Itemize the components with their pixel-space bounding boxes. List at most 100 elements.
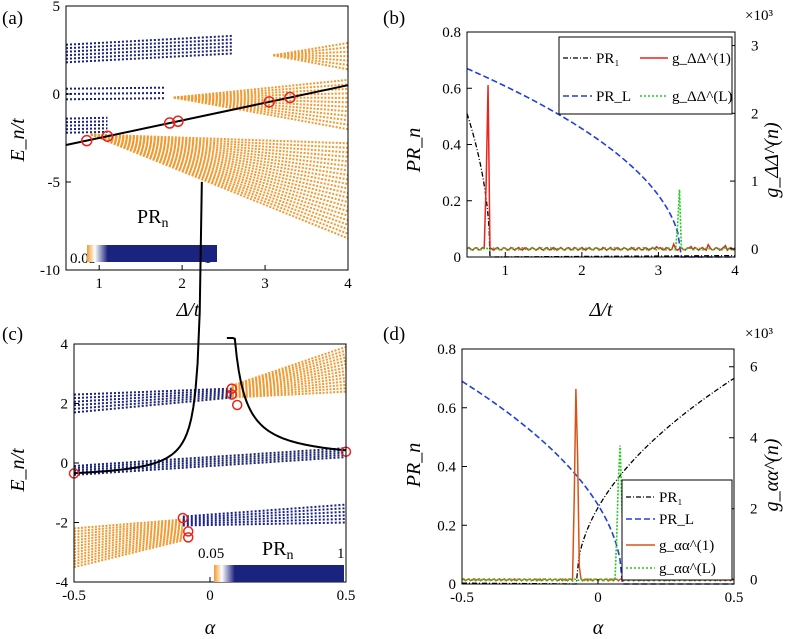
crossing-circle — [226, 383, 238, 394]
extended-band-line — [273, 41, 349, 57]
crossing-circle — [263, 96, 275, 108]
extended-band-line — [73, 532, 183, 557]
extended-band-line — [90, 133, 349, 226]
extended-band-line — [90, 133, 349, 231]
y-right-tick-label: 0 — [750, 573, 758, 589]
localized-band-line — [182, 507, 347, 520]
x-tick-label: 4 — [344, 276, 352, 292]
y-tick-label: 0.4 — [442, 138, 461, 154]
crossing-circle — [80, 134, 93, 147]
extended-band-line — [73, 537, 184, 566]
localized-band-line — [182, 517, 347, 525]
localized-band-line — [73, 456, 347, 476]
extended-band-line — [73, 539, 184, 569]
y-tick-label: 0 — [454, 250, 462, 266]
crossing-circle — [284, 91, 296, 104]
x-tick-label: 1 — [502, 263, 510, 279]
localized-band-line — [65, 130, 108, 134]
extended-band-line — [73, 531, 183, 554]
extended-band-line — [90, 133, 349, 222]
panel-c: (c) -0.5 0 0.5 4 2 0 -2 -4 0.05 1 PRn α E_n/t — [2, 181, 356, 639]
extended-band-line — [90, 133, 349, 199]
localized-band-line — [182, 521, 347, 527]
localized-band-line — [65, 97, 166, 101]
extended-band-line — [231, 387, 347, 398]
extended-band-line — [73, 526, 183, 545]
legend-d-prl: PR_L — [659, 512, 694, 528]
panel-c-xlabel: α — [205, 617, 216, 639]
crossing-circle — [182, 526, 194, 537]
y-tick-label: 0.4 — [437, 460, 456, 476]
x-tick-label: 0.5 — [337, 588, 356, 604]
localized-band-line — [182, 510, 347, 522]
x-tick-label: 2 — [578, 263, 586, 279]
y-tick-label: 0.8 — [437, 342, 456, 358]
extended-band-line — [73, 523, 183, 539]
series-pr-l — [461, 380, 734, 585]
y-tick-label: 0.2 — [442, 194, 461, 210]
y-right-tick-label: 6 — [750, 360, 758, 376]
legend-d-pr1: PR₁ — [659, 490, 683, 506]
panel-a-ticks: 1 2 3 4 5 0 -5 -10 — [40, 0, 352, 292]
y-right-tick-label: 2 — [750, 502, 758, 518]
panel-d-ylabel-left: PR_n — [403, 443, 425, 488]
extended-band-line — [90, 133, 349, 208]
panel-b-legend-box — [558, 36, 733, 115]
panel-b-xlabel: Δ/t — [589, 299, 613, 321]
legend-prl: PR_L — [596, 89, 631, 105]
localized-band-line — [73, 392, 232, 407]
localized-band-line — [182, 503, 347, 518]
extended-band-line — [73, 524, 183, 542]
extended-band-line — [231, 356, 347, 390]
panel-b-label: (b) — [383, 8, 405, 29]
extended-band-line — [73, 536, 184, 563]
panel-c-colorbar-min: 0.05 — [198, 546, 224, 562]
localized-band-line — [73, 391, 232, 403]
extended-band-line — [231, 383, 347, 397]
legend-d-g1: g_αα^(1) — [659, 538, 714, 554]
extended-band-line — [90, 133, 349, 217]
series-pr-1 — [461, 377, 735, 585]
y-tick-label: -10 — [40, 263, 60, 279]
y-tick-label: 0 — [61, 456, 69, 472]
series-g-l — [466, 189, 736, 251]
localized-band-line — [73, 394, 232, 410]
panel-a-crossing-circles — [80, 91, 296, 147]
extended-band-line — [231, 373, 347, 394]
series-pr-l — [466, 67, 735, 258]
extended-band-line — [73, 534, 184, 560]
localized-band-line — [65, 120, 108, 124]
x-tick-label: 0 — [594, 590, 602, 606]
panel-c-ylabel: E_n/t — [7, 448, 29, 493]
extended-band-line — [73, 521, 183, 536]
x-tick-label: 3 — [655, 263, 663, 279]
y-right-tick-label: 0 — [751, 242, 759, 258]
y-right-tick-label: 2 — [751, 106, 759, 122]
panel-a-ylabel: E_n/t — [7, 118, 29, 163]
extended-band-line — [231, 366, 347, 393]
panel-a-colorbar — [87, 245, 217, 262]
panel-b-multiplier: ×10³ — [745, 8, 773, 24]
extended-band-line — [73, 520, 183, 533]
extended-band-line — [90, 133, 349, 204]
panel-d-legend: PR₁ PR_L g_αα^(1) g_αα^(L) — [621, 479, 733, 581]
localized-band-line — [73, 387, 232, 396]
x-tick-label: 4 — [731, 263, 739, 279]
y-right-tick-label: 3 — [751, 39, 759, 55]
y-tick-label: 0 — [53, 87, 61, 103]
localized-band-line — [65, 86, 166, 90]
panel-d-ylabel-right: g_αα^(n) — [761, 438, 783, 511]
localized-band-line — [73, 447, 347, 467]
localized-band-line — [65, 116, 108, 120]
extended-band-line — [273, 54, 349, 71]
x-tick-label: -0.5 — [450, 590, 474, 606]
localized-band-line — [182, 514, 347, 523]
y-tick-label: -2 — [56, 516, 69, 532]
localized-band-line — [65, 91, 166, 95]
extended-band-line — [73, 518, 183, 530]
